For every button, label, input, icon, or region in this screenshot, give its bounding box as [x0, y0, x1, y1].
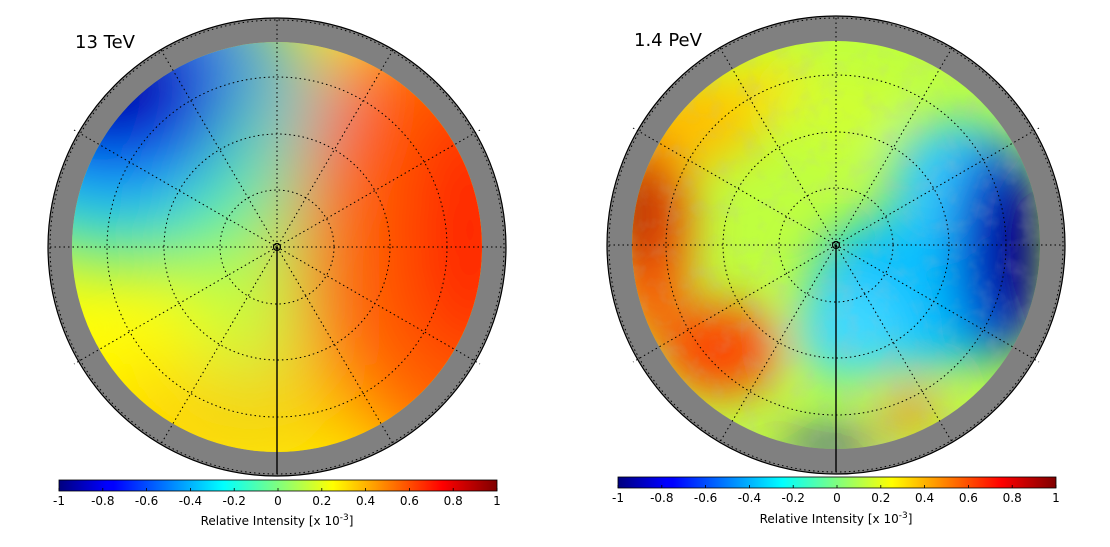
- colorbar-tick-label: 0: [274, 494, 282, 508]
- colorbar-label: Relative Intensity [x 10-3]: [201, 513, 354, 528]
- colorbar-ticks: -1 -0.8 -0.6 -0.4 -0.2 0 0.2 0.4 0.6 0.8 1: [612, 485, 1060, 505]
- colorbar-tick-label: 1: [1052, 491, 1060, 505]
- colorbar-tick-label: -0.4: [179, 494, 202, 508]
- colorbar-tick-label: 0.8: [444, 494, 463, 508]
- colorbar-tick-label: 0.2: [871, 491, 890, 505]
- colorbar-tick-label: -1: [53, 494, 65, 508]
- panel-title: 1.4 PeV: [634, 30, 703, 51]
- pole-marker: [831, 240, 841, 250]
- colorbar-tick-label: -0.8: [650, 491, 673, 505]
- colorbar-tick-label: 0.6: [400, 494, 419, 508]
- colorbar-13tev: -1 -0.8 -0.6 -0.4 -0.2 0 0.2 0.4 0.6 0.8 1 Relativ…: [53, 479, 501, 528]
- colorbar-tick-label: 1: [493, 494, 501, 508]
- colorbar-tick-label: -0.6: [694, 491, 717, 505]
- colorbar-tick-label: 0.8: [1003, 491, 1022, 505]
- colorbar-tick-label: 0.4: [356, 494, 375, 508]
- skymap-13tev: 13 TeV: [47, 17, 507, 477]
- colorbar-tick-label: -0.8: [91, 494, 114, 508]
- colorbar-tick-label: 0: [833, 491, 841, 505]
- skymap-1-4pev: 1.4 PeV: [606, 15, 1066, 475]
- intensity-field: [72, 42, 482, 452]
- colorbar-tick-label: 0.6: [959, 491, 978, 505]
- colorbar-tick-label: -0.2: [781, 491, 804, 505]
- colorbar-tick-label: 0.4: [915, 491, 934, 505]
- colorbar-tick-label: -1: [612, 491, 624, 505]
- colorbar-tick-label: 0.2: [312, 494, 331, 508]
- colorbar-tick-label: -0.6: [135, 494, 158, 508]
- colorbar-label: Relative Intensity [x 10-3]: [760, 511, 913, 526]
- panel-title: 13 TeV: [75, 32, 136, 53]
- colorbar-1-4pev: -1 -0.8 -0.6 -0.4 -0.2 0 0.2 0.4 0.6 0.8 1 Relativ…: [612, 476, 1060, 526]
- pole-marker: [272, 242, 282, 252]
- colorbar-ticks: -1 -0.8 -0.6 -0.4 -0.2 0 0.2 0.4 0.6 0.8 1: [53, 488, 501, 508]
- colorbar-tick-label: -0.4: [738, 491, 761, 505]
- colorbar-tick-label: -0.2: [222, 494, 245, 508]
